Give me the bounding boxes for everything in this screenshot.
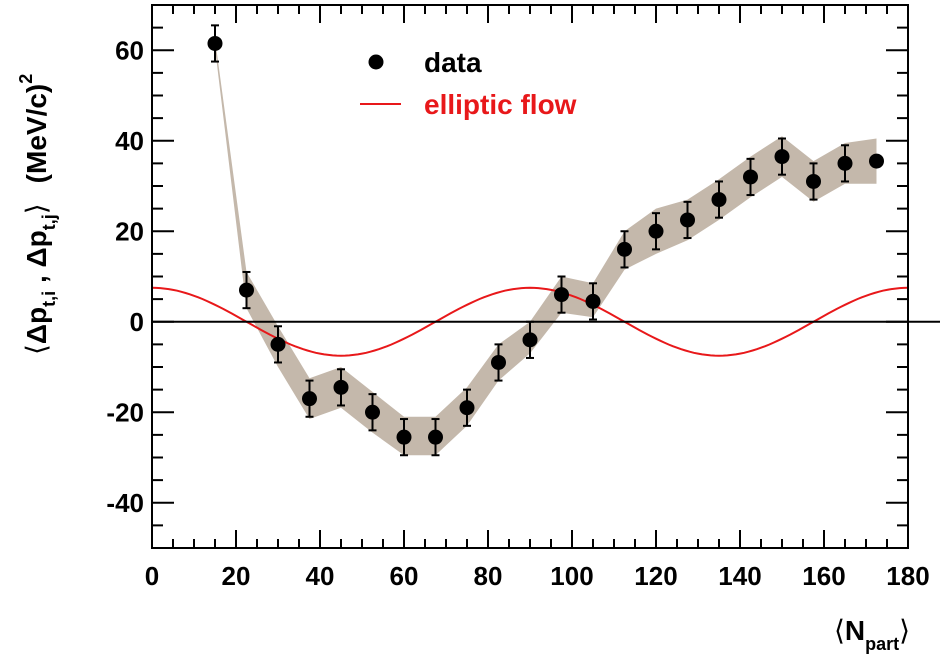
y-tick-label: 40 [115, 126, 144, 156]
data-point [522, 332, 538, 348]
legend: data elliptic flow [360, 47, 577, 120]
x-tick-label: 160 [802, 561, 845, 591]
y-tick-label: -40 [106, 488, 144, 518]
data-point [333, 379, 349, 395]
legend-data-label: data [424, 47, 482, 78]
data-point [837, 155, 853, 171]
x-tick-label: 100 [550, 561, 593, 591]
x-tick-label: 80 [474, 561, 503, 591]
data-point [491, 354, 506, 370]
data-points-layer [207, 24, 884, 457]
legend-data-marker [368, 54, 384, 70]
plot-border [151, 4, 909, 549]
data-point [270, 336, 286, 352]
y-axis-title: ⟨Δpt,i , Δpt,j⟩(MeV/c)2 [16, 74, 59, 355]
data-point [554, 287, 569, 303]
x-tick-label: 60 [390, 561, 419, 591]
y-tick-label: -20 [106, 397, 144, 427]
data-point [711, 192, 727, 208]
data-point [743, 169, 758, 185]
data-point [617, 241, 632, 257]
data-point [680, 212, 695, 228]
x-tick-label: 40 [306, 561, 335, 591]
data-point [302, 391, 317, 407]
data-point [585, 293, 601, 309]
y-tick-label: 60 [115, 35, 144, 65]
legend-flow-label: elliptic flow [424, 89, 577, 120]
x-tick-label: 180 [886, 561, 929, 591]
data-point [774, 149, 790, 165]
data-point [459, 400, 475, 416]
data-point [869, 153, 884, 169]
data-point [207, 35, 223, 51]
x-tick-label: 140 [718, 561, 761, 591]
y-tick-label: 20 [115, 216, 144, 246]
data-point [428, 429, 443, 445]
x-axis-title: ⟨Npart⟩ [834, 614, 910, 654]
data-point [806, 173, 821, 189]
x-tick-label: 0 [145, 561, 159, 591]
x-tick-label: 120 [634, 561, 677, 591]
data-point [396, 429, 412, 445]
data-point [365, 404, 380, 420]
x-tick-label: 20 [222, 561, 251, 591]
data-point [648, 223, 664, 239]
data-point [239, 282, 254, 298]
y-tick-label: 0 [130, 307, 144, 337]
plot-frame: 0 20 40 60 80 100 120 140 160 180 -40 -20 0 20 40 60 [106, 4, 940, 591]
